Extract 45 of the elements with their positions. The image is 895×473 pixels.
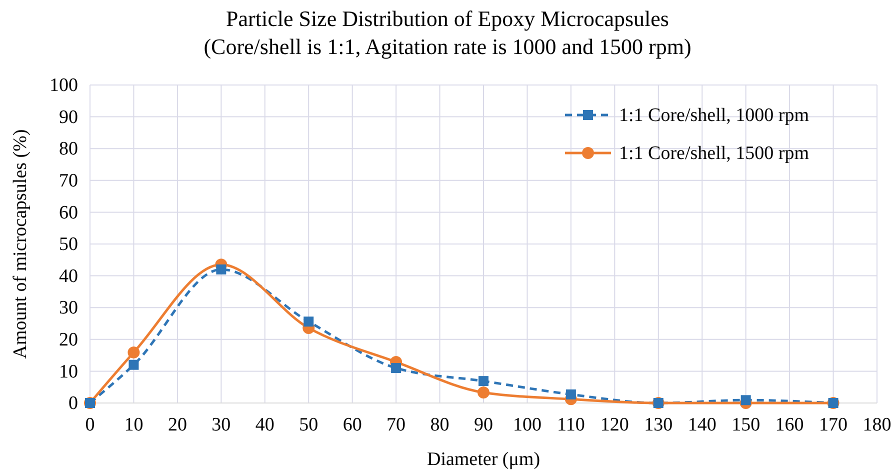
point <box>304 316 314 327</box>
y-tick-label: 20 <box>59 329 78 350</box>
x-tick-label: 110 <box>557 414 585 436</box>
point <box>740 395 751 406</box>
y-tick-label: 10 <box>59 361 78 382</box>
x-tick-label: 80 <box>430 414 450 436</box>
x-tick-label: 100 <box>512 414 542 436</box>
x-tick-label: 140 <box>688 414 716 436</box>
legend-label: 1:1 Core/shell, 1000 rpm <box>619 105 810 126</box>
y-tick-label: 100 <box>50 75 78 96</box>
point <box>391 363 402 374</box>
x-tick-label: 150 <box>732 414 760 436</box>
y-tick-label: 30 <box>59 298 78 319</box>
x-tick-label: 70 <box>386 414 406 436</box>
point <box>478 386 490 399</box>
y-tick-label: 80 <box>59 138 78 160</box>
point <box>478 376 488 386</box>
y-tick-label: 90 <box>59 106 78 128</box>
y-axis-title: Amount of microcapsules (%) <box>10 129 31 359</box>
x-tick-label: 40 <box>255 414 274 436</box>
x-tick-label: 120 <box>600 414 629 436</box>
x-tick-label: 90 <box>474 414 493 436</box>
x-axis-title: Diameter (μm) <box>426 449 540 470</box>
x-tick-label: 20 <box>168 414 187 436</box>
y-tick-label: 0 <box>68 393 78 414</box>
x-tick-label: 30 <box>212 414 231 436</box>
x-tick-label: 170 <box>819 414 848 436</box>
point <box>216 264 226 274</box>
x-tick-label: 0 <box>85 414 95 436</box>
x-tick-label: 10 <box>124 414 144 436</box>
legend-label: 1:1 Core/shell, 1500 rpm <box>619 143 810 164</box>
x-tick-label: 180 <box>862 414 892 436</box>
chart-subtitle: (Core/shell is 1:1, Agitation rate is 1000 and 1500 rpm) <box>204 34 692 59</box>
x-tick-label: 130 <box>644 414 673 436</box>
y-tick-label: 60 <box>59 202 78 224</box>
point <box>128 346 140 358</box>
point <box>128 360 139 370</box>
x-tick-label: 160 <box>775 414 804 436</box>
chart-title: Particle Size Distribution of Epoxy Microcapsules <box>226 6 669 31</box>
y-tick-label: 70 <box>59 170 78 192</box>
point <box>566 389 576 400</box>
y-tick-label: 50 <box>59 234 78 256</box>
x-tick-label: 50 <box>299 414 318 436</box>
x-tick-label: 60 <box>342 414 362 436</box>
y-tick-label: 40 <box>59 266 78 287</box>
